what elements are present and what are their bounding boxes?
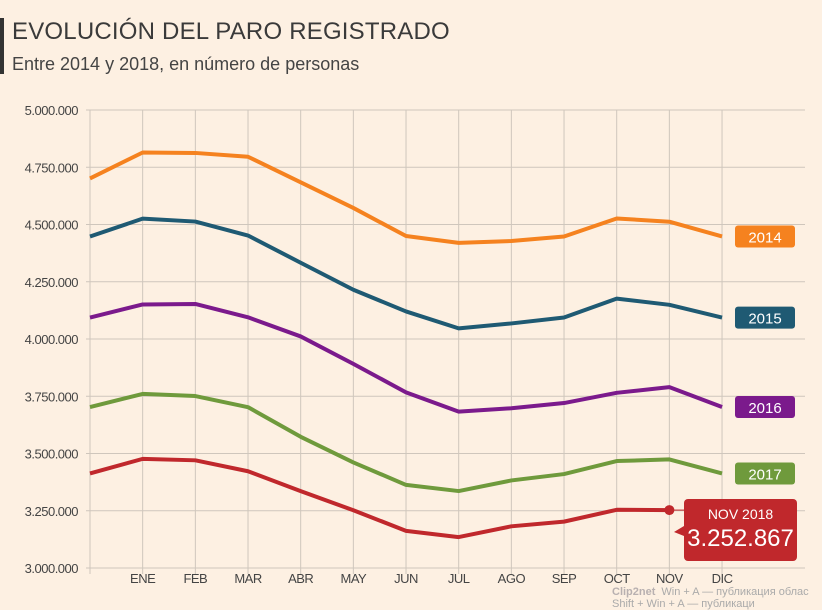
series-label-box-2016 [735, 396, 795, 419]
latest-value-callout: NOV 2018 3.252.867 [684, 499, 797, 561]
y-tick-label: 4.250.000 [25, 275, 79, 290]
x-tick-label: NOV [656, 571, 684, 586]
x-tick-label: SEP [552, 571, 577, 586]
y-tick-label: 3.250.000 [25, 504, 79, 519]
y-tick-label: 3.500.000 [25, 447, 79, 462]
x-tick-label: DIC [712, 571, 733, 586]
chart-subtitle: Entre 2014 y 2018, en número de personas [12, 54, 360, 74]
series-label-box-2014 [735, 225, 795, 248]
callout-value: 3.252.867 [687, 525, 794, 552]
callout-pointer [674, 526, 684, 536]
x-tick-label: ENE [130, 571, 156, 586]
series-label-box-2015 [735, 306, 795, 329]
y-tick-label: 3.750.000 [25, 389, 79, 404]
series-label-box-2017 [735, 462, 795, 485]
x-tick-label: OCT [604, 571, 631, 586]
watermark-row-2: Shift + Win + A — публикаци [612, 598, 822, 610]
x-tick-label: AGO [498, 571, 526, 586]
series-label-2016: 2016 [748, 400, 781, 417]
watermark-name: Clip2net [612, 586, 656, 598]
callout-month: NOV 2018 [707, 506, 774, 522]
series-line-2015 [89, 216, 723, 331]
series-line-2018 [89, 456, 670, 540]
x-tick-label: JUN [394, 571, 418, 586]
chart-title: EVOLUCIÓN DEL PARO REGISTRADO [12, 18, 450, 45]
x-tick-label: ABR [288, 571, 313, 586]
series-line-2017 [89, 391, 723, 494]
clip2net-watermark: Clip2net Win + A — публикация облас Shift… [612, 586, 822, 610]
x-tick-label: MAY [340, 571, 367, 586]
y-tick-label: 5.000.000 [25, 103, 79, 118]
series-label-2014: 2014 [748, 229, 781, 246]
y-tick-label: 4.750.000 [25, 160, 79, 175]
series-line-2016 [89, 301, 723, 414]
x-tick-label: FEB [183, 571, 207, 586]
watermark-line2: Shift + Win + A — публикаци [612, 598, 755, 610]
x-tick-label: MAR [234, 571, 262, 586]
watermark-line1: Win + A — публикация облас [661, 586, 809, 598]
watermark-row-1: Clip2net Win + A — публикация облас [612, 586, 822, 598]
y-tick-label: 4.000.000 [25, 332, 79, 347]
title-accent-bar [0, 18, 4, 74]
x-tick-label: JUL [448, 571, 470, 586]
y-tick-label: 4.500.000 [25, 218, 79, 233]
series-label-2015: 2015 [748, 311, 781, 328]
series-line-2014 [89, 150, 723, 245]
series-label-2017: 2017 [748, 466, 781, 483]
y-tick-label: 3.000.000 [25, 561, 79, 576]
